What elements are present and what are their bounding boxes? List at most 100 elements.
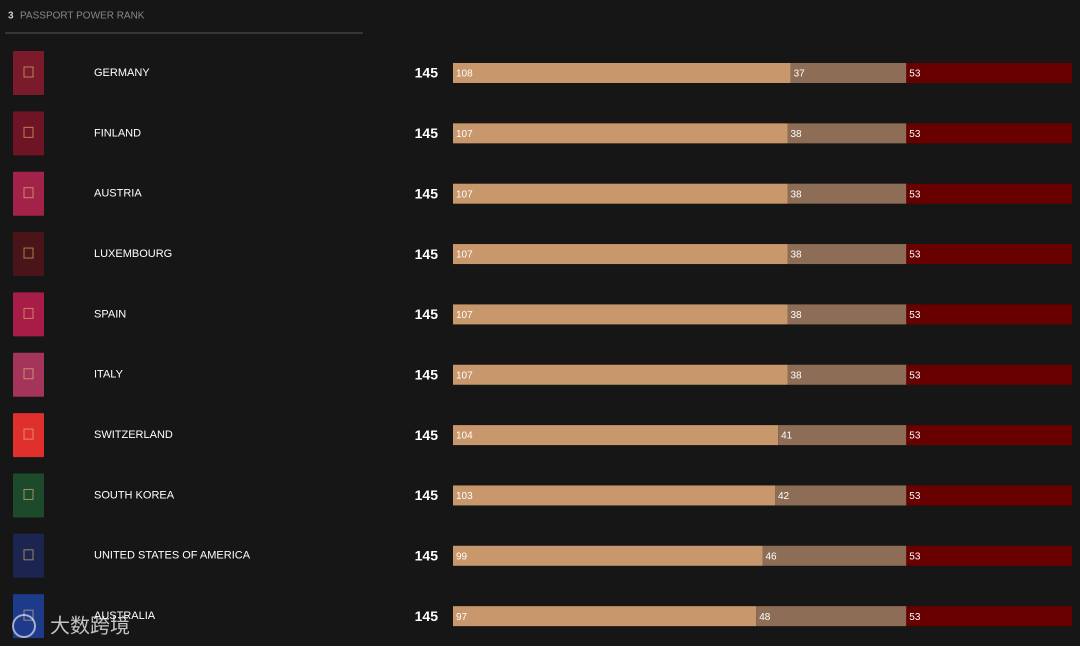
passport-emblem — [23, 307, 34, 319]
segment-label: 42 — [778, 491, 790, 502]
segment-label: 97 — [456, 612, 468, 623]
bar-segment — [453, 485, 776, 506]
bar-segment — [787, 244, 907, 265]
segment-label: 107 — [456, 189, 473, 200]
segment-label: 38 — [791, 129, 803, 140]
segment-label: 107 — [456, 250, 473, 261]
bar-segment — [453, 123, 788, 144]
passport — [13, 232, 44, 277]
total: 145 — [415, 306, 439, 322]
total: 145 — [415, 246, 439, 262]
segment-label: 46 — [766, 551, 778, 562]
bar-segment — [453, 545, 763, 566]
country-name: ITALY — [94, 369, 124, 381]
segment-label: 107 — [456, 129, 473, 140]
total: 145 — [415, 487, 439, 503]
bar-segment — [453, 63, 791, 83]
bar-segment — [906, 545, 1072, 566]
total: 145 — [415, 427, 439, 443]
bar-segment — [453, 244, 788, 265]
bar-segment — [453, 425, 779, 446]
rows: GERMANY 145 108 37 53 FINLAND 145 107 38 53 AUSTRI… — [13, 51, 1072, 639]
total: 145 — [415, 366, 439, 382]
bar-segment — [756, 606, 907, 627]
bar-segment — [790, 63, 907, 83]
bar-segment — [906, 425, 1072, 446]
passport-emblem — [23, 126, 34, 138]
segment-label: 41 — [781, 431, 793, 442]
segment-label: 104 — [456, 431, 473, 442]
passport — [13, 292, 44, 337]
segment-label: 48 — [759, 612, 771, 623]
country-name: GERMANY — [94, 67, 150, 79]
total: 145 — [415, 125, 439, 141]
bar-segment — [906, 606, 1072, 627]
watermark: 大数跨境 — [50, 614, 130, 637]
bar-segment — [906, 304, 1072, 325]
bar-segment — [906, 183, 1072, 204]
bar-segment — [906, 485, 1072, 506]
passport — [13, 51, 44, 95]
passport-emblem — [23, 66, 34, 78]
segment-label: 38 — [791, 189, 803, 200]
country-name: LUXEMBOURG — [94, 248, 172, 260]
rank: 3 — [8, 11, 14, 22]
segment-label: 38 — [791, 310, 803, 321]
country-name: UNITED STATES OF AMERICA — [94, 550, 251, 562]
bar-segment — [906, 123, 1072, 144]
bar-segment — [906, 364, 1072, 385]
country-name: AUSTRIA — [94, 188, 142, 200]
country-name: SPAIN — [94, 308, 126, 320]
segment-label: 53 — [909, 370, 921, 381]
country-name: SWITZERLAND — [94, 429, 173, 441]
bar-segment — [787, 123, 907, 144]
segment-label: 107 — [456, 310, 473, 321]
segment-label: 53 — [909, 612, 921, 623]
passport-emblem — [23, 368, 34, 380]
country-name: FINLAND — [94, 127, 141, 139]
total: 145 — [415, 548, 439, 564]
country-name: AUSTRALIA — [94, 610, 156, 622]
segment-label: 53 — [909, 431, 921, 442]
segment-label: 53 — [909, 189, 921, 200]
segment-label: 38 — [791, 370, 803, 381]
segment-label: 53 — [909, 491, 921, 502]
passport-emblem — [23, 428, 34, 440]
bar-segment — [453, 364, 788, 385]
country-name: SOUTH KOREA — [94, 489, 175, 501]
passport-emblem — [23, 187, 34, 199]
passport — [13, 352, 44, 397]
total: 145 — [415, 65, 439, 81]
bar-segment — [906, 244, 1072, 265]
passport — [13, 413, 44, 458]
passport — [13, 111, 44, 156]
total: 145 — [415, 608, 439, 624]
segment-label: 107 — [456, 370, 473, 381]
bar-segment — [787, 183, 907, 204]
segment-label: 53 — [909, 69, 921, 80]
segment-label: 99 — [456, 551, 468, 562]
segment-label: 53 — [909, 250, 921, 261]
total: 145 — [415, 185, 439, 201]
watermark-logo — [12, 614, 36, 638]
segment-label: 103 — [456, 491, 473, 502]
bar-segment — [906, 63, 1072, 83]
bar-segment — [453, 606, 757, 627]
bar-segment — [453, 183, 788, 204]
segment-label: 53 — [909, 551, 921, 562]
bar-segment — [762, 545, 907, 566]
passport-emblem — [23, 488, 34, 500]
bar-segment — [778, 425, 907, 446]
segment-label: 38 — [791, 250, 803, 261]
passport — [13, 533, 44, 578]
bar-segment — [787, 364, 907, 385]
segment-label: 53 — [909, 129, 921, 140]
segment-label: 37 — [794, 69, 806, 80]
rank-title: PASSPORT POWER RANK — [20, 11, 145, 22]
segment-label: 108 — [456, 69, 473, 80]
passport — [13, 473, 44, 518]
passport-emblem — [23, 247, 34, 259]
bar-segment — [453, 304, 788, 325]
segment-label: 53 — [909, 310, 921, 321]
